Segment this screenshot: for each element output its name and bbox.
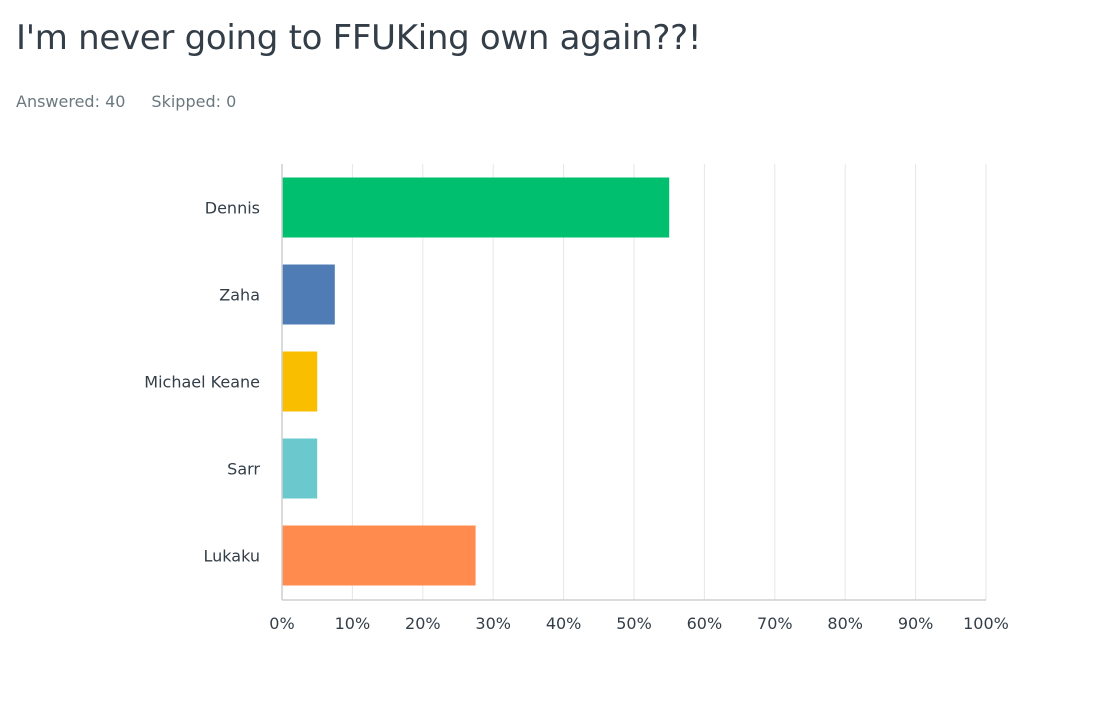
answered-count: 40 <box>105 92 126 111</box>
skipped-label: Skipped: <box>151 92 221 111</box>
x-tick-label: 40% <box>546 614 582 633</box>
response-stats: Answered: 40 Skipped: 0 <box>16 92 236 111</box>
category-label: Sarr <box>227 460 260 479</box>
answered-label: Answered: <box>16 92 100 111</box>
bar <box>282 351 318 412</box>
skipped-stat: Skipped: 0 <box>151 92 236 111</box>
bar <box>282 264 335 325</box>
bar <box>282 525 476 586</box>
question-title: I'm never going to FFUKing own again??! <box>16 18 702 58</box>
x-tick-label: 50% <box>616 614 652 633</box>
category-label: Zaha <box>219 286 260 305</box>
skipped-count: 0 <box>226 92 237 111</box>
x-tick-label: 90% <box>898 614 934 633</box>
category-labels: Dennis Zaha Michael Keane Sarr Lukaku <box>144 199 260 566</box>
bars <box>282 177 670 586</box>
axes <box>281 164 986 601</box>
x-tick-label: 60% <box>687 614 723 633</box>
x-tick-label: 30% <box>475 614 511 633</box>
x-tick-label: 20% <box>405 614 441 633</box>
bar <box>282 177 670 238</box>
x-tick-label: 0% <box>269 614 294 633</box>
answered-stat: Answered: 40 <box>16 92 125 111</box>
category-label: Michael Keane <box>144 373 260 392</box>
x-tick-label: 80% <box>827 614 863 633</box>
x-tick-label: 10% <box>335 614 371 633</box>
x-tick-labels: 0% 10% 20% 30% 40% 50% 60% 70% 80% 90% 100% <box>269 614 1009 633</box>
bar <box>282 438 318 499</box>
category-label: Dennis <box>205 199 260 218</box>
x-tick-label: 70% <box>757 614 793 633</box>
category-label: Lukaku <box>204 547 260 566</box>
x-tick-label: 100% <box>963 614 1009 633</box>
